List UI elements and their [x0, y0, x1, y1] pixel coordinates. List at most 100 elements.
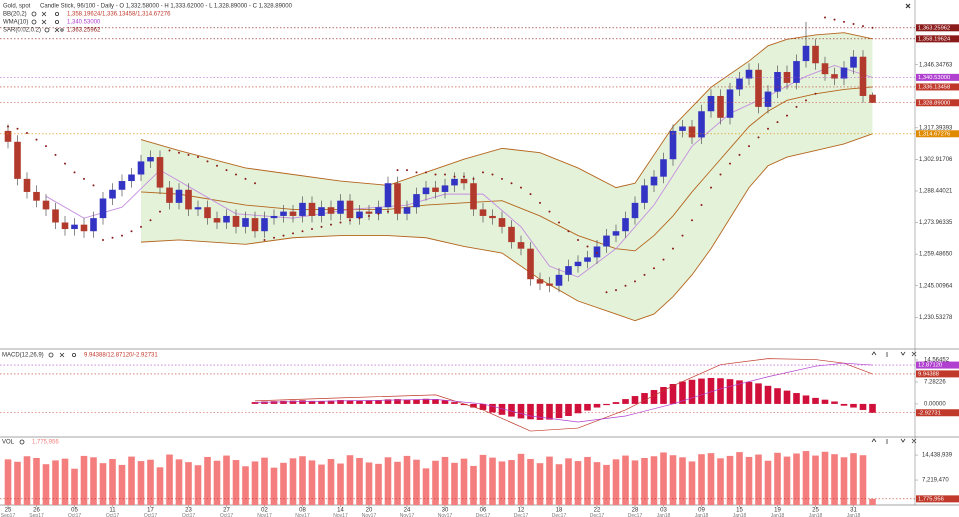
x-month-label: Jan18	[657, 513, 671, 517]
eye-icon[interactable]	[31, 11, 37, 17]
macd-bar	[850, 403, 857, 408]
sar-dot	[624, 284, 627, 287]
volume-bar	[147, 459, 154, 505]
volume-bar	[584, 456, 591, 505]
x-tick-label: 15	[736, 508, 743, 514]
candle-body	[831, 74, 838, 79]
settings-icon[interactable]	[55, 19, 60, 24]
volume-bar	[194, 465, 202, 505]
eye-icon[interactable]	[48, 352, 54, 358]
bb-lower	[140, 133, 873, 322]
candle-body	[508, 226, 515, 243]
level-tag	[916, 73, 959, 81]
candle-body	[441, 185, 449, 192]
sar-dot	[814, 92, 817, 95]
x-month-label: Oct17	[220, 513, 234, 517]
candle-body	[555, 274, 563, 286]
candle-body	[99, 198, 107, 219]
volume-bar	[660, 452, 667, 505]
candle-body	[166, 187, 173, 203]
sar-dot	[168, 149, 171, 152]
candle-body	[242, 218, 249, 227]
level-label: 1,328.89000	[918, 100, 950, 106]
volume-bar	[213, 460, 221, 505]
volume-bar	[42, 464, 50, 505]
panel-controls[interactable]	[871, 438, 917, 444]
settings-icon[interactable]	[55, 11, 60, 16]
volume-bar	[299, 456, 306, 505]
volume-bar	[90, 457, 97, 505]
sar-dot	[520, 186, 522, 189]
candle-body	[593, 246, 601, 258]
settings-icon[interactable]	[72, 352, 77, 357]
panel-controls[interactable]	[871, 351, 917, 357]
signal-line	[254, 362, 873, 423]
volume-bar	[327, 459, 335, 505]
settings-icon[interactable]	[60, 28, 64, 32]
macd-bar	[546, 403, 553, 420]
sar-dot	[121, 234, 123, 237]
volume-bar	[33, 457, 40, 505]
candle-body	[470, 183, 477, 210]
sar-dot	[216, 164, 218, 167]
macd-bar	[603, 403, 610, 406]
candle-body	[289, 211, 297, 216]
candle-body	[90, 218, 97, 232]
close-icon[interactable]	[905, 3, 911, 9]
macd-bar	[555, 403, 563, 419]
candle-body	[384, 183, 392, 208]
sar-dot	[852, 22, 855, 25]
candle-body	[717, 95, 724, 118]
candle-body	[688, 126, 696, 138]
eye-icon[interactable]	[31, 19, 37, 25]
remove-icon[interactable]	[41, 11, 47, 17]
macd-bar	[622, 399, 629, 404]
plot-layer: 1,346.34763 1,317.39393 1,302.91706 1,288.4…	[0, 16, 959, 517]
sar-dot	[111, 236, 114, 239]
macd-bar	[631, 396, 639, 404]
macd-bar	[660, 387, 667, 404]
macd-bar	[726, 379, 734, 404]
macd-bar	[460, 403, 468, 406]
eye-icon[interactable]	[44, 27, 50, 33]
x-month-label: Oct17	[144, 513, 158, 517]
x-tick-label: 03	[660, 508, 667, 514]
level-label: 1,775,956	[918, 496, 944, 502]
sar-dot	[472, 177, 475, 180]
eye-icon[interactable]	[19, 439, 25, 445]
macd-bar	[318, 401, 325, 404]
volume-bar	[736, 452, 743, 505]
sar-dot	[662, 258, 665, 261]
candle-body	[251, 218, 259, 232]
candle-body	[764, 91, 772, 107]
candle-body	[356, 211, 363, 219]
macd-bar	[536, 403, 544, 420]
volume-bar	[289, 458, 297, 505]
sar-dot	[482, 171, 484, 174]
candle-body	[869, 94, 876, 103]
macd-bar	[384, 399, 392, 404]
remove-icon[interactable]	[54, 27, 60, 33]
sar-dot	[301, 230, 304, 233]
candle-body	[413, 194, 420, 208]
macd-bar	[679, 381, 686, 404]
sar-dot	[605, 291, 608, 294]
remove-icon[interactable]	[41, 19, 47, 25]
sar-dot	[672, 247, 674, 250]
sar-dot	[330, 223, 332, 226]
macd-bar	[593, 403, 601, 408]
volume-bar	[793, 453, 800, 505]
volume-bar	[166, 454, 173, 505]
level-label: 12.87120	[918, 363, 942, 369]
macd-bar	[489, 403, 496, 413]
x-month-label: Nov17	[333, 513, 348, 517]
remove-icon[interactable]	[59, 352, 65, 358]
sar-dot	[786, 114, 788, 117]
macd-bar	[432, 399, 439, 404]
sar-dot	[795, 105, 798, 108]
sar-dot	[54, 153, 57, 156]
candle-body	[80, 224, 88, 232]
candle-body	[460, 178, 468, 184]
x-tick-label: 25	[5, 508, 12, 514]
volume-bar	[23, 456, 31, 505]
